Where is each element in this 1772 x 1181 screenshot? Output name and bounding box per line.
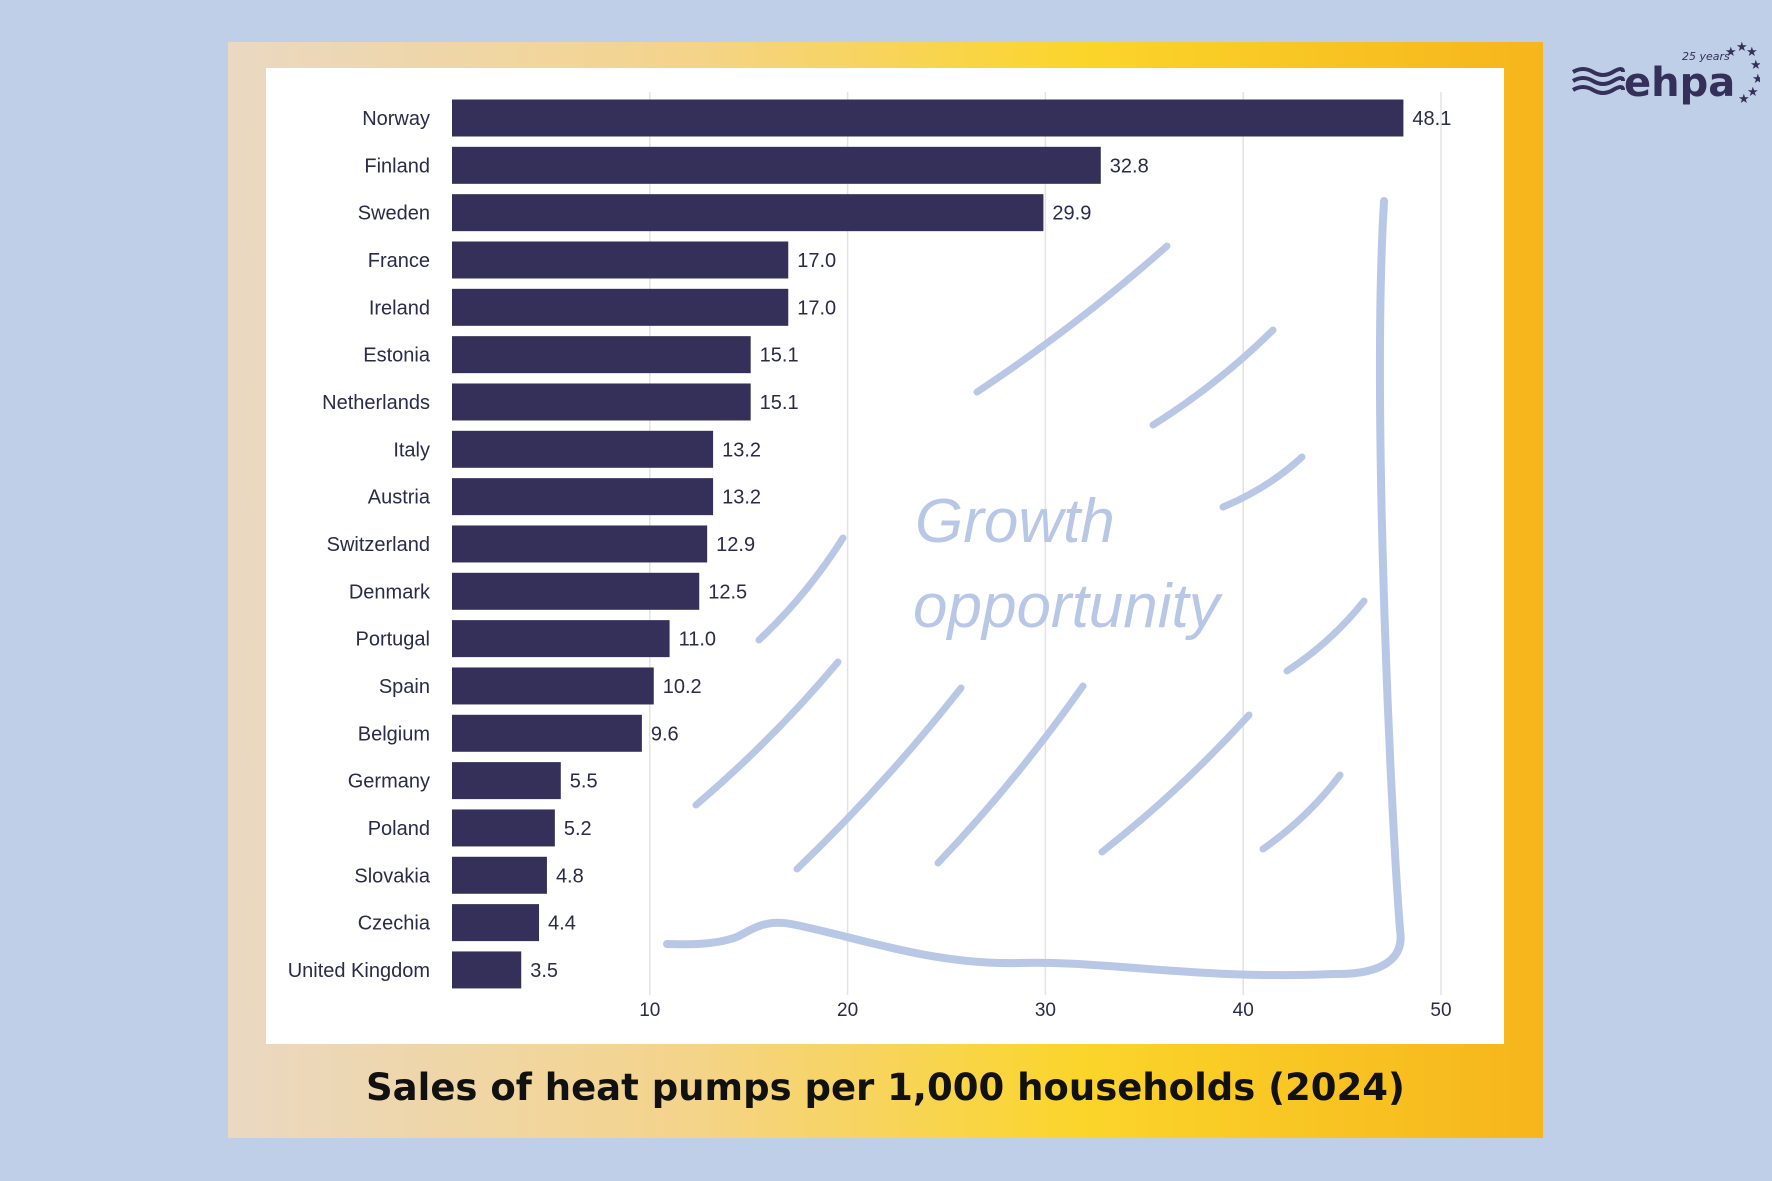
data-label: 17.0 xyxy=(797,250,836,272)
category-label: Czechia xyxy=(358,913,431,935)
bar xyxy=(452,478,714,516)
category-label: Poland xyxy=(368,818,430,840)
x-tick-label: 50 xyxy=(1430,1000,1451,1021)
x-tick-label: 10 xyxy=(639,1000,660,1021)
svg-text:★: ★ xyxy=(1736,40,1748,55)
hatch-stroke xyxy=(1098,711,1253,856)
data-label: 11.0 xyxy=(679,629,716,651)
bar xyxy=(452,667,654,705)
data-label: 13.2 xyxy=(722,439,761,461)
category-label: Switzerland xyxy=(327,534,430,556)
bar xyxy=(452,430,714,468)
data-label: 4.8 xyxy=(556,865,584,887)
bracket-stroke xyxy=(663,197,1405,980)
bar xyxy=(452,714,642,752)
bar xyxy=(452,809,555,847)
category-label: Finland xyxy=(364,155,430,177)
bar xyxy=(452,904,540,942)
category-label: France xyxy=(368,250,430,272)
bar xyxy=(452,288,789,326)
hatch-stroke xyxy=(755,534,847,644)
data-label: 3.5 xyxy=(530,960,558,982)
hatch-stroke xyxy=(1283,597,1368,675)
svg-text:25 years: 25 years xyxy=(1682,50,1730,63)
hatch-stroke xyxy=(934,682,1087,867)
data-label: 5.2 xyxy=(564,818,592,840)
category-label: Germany xyxy=(348,771,430,793)
data-label: 13.2 xyxy=(722,487,761,509)
svg-text:★: ★ xyxy=(1725,45,1737,60)
hatch-stroke xyxy=(1259,771,1344,853)
bar xyxy=(452,620,670,658)
bar xyxy=(452,241,789,279)
bar xyxy=(452,146,1101,184)
chart-title: Sales of heat pumps per 1,000 households… xyxy=(366,1066,1405,1109)
data-label: 15.1 xyxy=(760,392,799,414)
svg-text:★: ★ xyxy=(1738,92,1750,106)
category-label: Slovakia xyxy=(354,865,430,887)
data-label: 9.6 xyxy=(651,723,679,745)
category-label: Ireland xyxy=(369,297,430,319)
bar xyxy=(452,99,1404,137)
category-label: United Kingdom xyxy=(288,960,430,982)
bar xyxy=(452,856,547,894)
data-label: 10.2 xyxy=(663,676,702,698)
category-label: Sweden xyxy=(358,203,430,225)
data-label: 5.5 xyxy=(570,771,598,793)
hatch-stroke xyxy=(692,658,842,809)
svg-text:ehpa: ehpa xyxy=(1624,60,1735,106)
data-label: 15.1 xyxy=(760,345,799,367)
svg-text:★: ★ xyxy=(1750,58,1760,73)
hatch-stroke xyxy=(793,684,965,873)
bar xyxy=(452,572,700,610)
category-label: Portugal xyxy=(356,629,431,651)
data-label: 12.9 xyxy=(716,534,755,556)
ehpa-logo: ehpa 25 years ★ ★★ ★★★★ xyxy=(1571,40,1760,106)
data-label: 32.8 xyxy=(1110,155,1149,177)
category-label: Belgium xyxy=(358,723,430,745)
category-label: Norway xyxy=(362,108,430,130)
data-label: 48.1 xyxy=(1412,108,1451,130)
category-label: Austria xyxy=(368,487,431,509)
data-label: 12.5 xyxy=(708,581,747,603)
hatch-stroke xyxy=(1149,326,1277,429)
svg-text:★: ★ xyxy=(1746,45,1758,60)
hatch-stroke xyxy=(1219,453,1306,511)
x-tick-label: 20 xyxy=(837,1000,858,1021)
annotation-opportunity: opportunity xyxy=(913,572,1224,641)
data-label: 4.4 xyxy=(548,913,576,935)
bar xyxy=(452,383,751,421)
category-label: Estonia xyxy=(363,345,431,367)
data-label: 29.9 xyxy=(1052,203,1091,225)
bar xyxy=(452,525,708,563)
bar xyxy=(452,951,522,989)
category-label: Denmark xyxy=(349,581,431,603)
annotation-growth: Growth xyxy=(915,487,1115,556)
category-label: Netherlands xyxy=(322,392,430,414)
x-tick-label: 30 xyxy=(1035,1000,1056,1021)
category-label: Spain xyxy=(379,676,430,698)
data-label: 17.0 xyxy=(797,297,836,319)
bar xyxy=(452,194,1044,232)
x-tick-label: 40 xyxy=(1233,1000,1254,1021)
hatch-stroke xyxy=(973,242,1171,396)
svg-text:★: ★ xyxy=(1747,85,1759,100)
svg-text:★: ★ xyxy=(1752,72,1760,87)
bar xyxy=(452,762,561,800)
bar xyxy=(452,336,751,374)
category-label: Italy xyxy=(393,439,430,461)
